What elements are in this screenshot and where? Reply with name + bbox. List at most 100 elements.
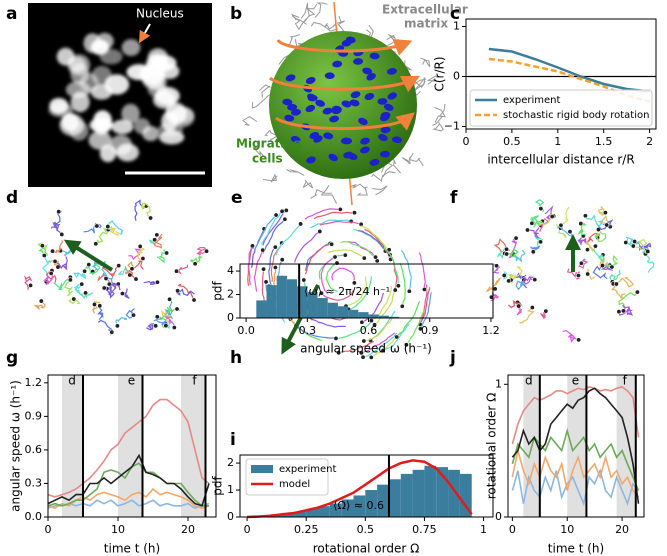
x-tick-label: 0 — [463, 135, 470, 148]
trajectory — [100, 273, 119, 286]
trajectory — [248, 245, 253, 286]
cell-position — [609, 264, 615, 270]
cell-nucleus — [343, 151, 354, 159]
x-axis-label: time t (h) — [548, 542, 604, 556]
nucleus — [171, 106, 195, 128]
trajectory — [37, 242, 48, 251]
matrix-fiber — [259, 84, 271, 98]
cell-position — [153, 323, 159, 329]
trajectory — [295, 325, 335, 339]
histogram-bar — [377, 484, 389, 517]
matrix-fiber — [264, 129, 279, 141]
cell-position — [616, 309, 622, 315]
cell-nucleus — [387, 92, 398, 100]
cell-nucleus — [377, 98, 388, 105]
panel-label: h — [230, 348, 242, 368]
cell-position — [191, 297, 197, 303]
trajectory — [262, 209, 287, 246]
cell-position — [645, 248, 651, 254]
panel-label: j — [449, 348, 456, 368]
cell-position — [174, 306, 180, 312]
cell-position — [332, 254, 338, 260]
cell-position — [152, 237, 158, 243]
panel-label: d — [6, 188, 18, 208]
cell-position — [116, 263, 122, 269]
trajectory — [84, 263, 101, 276]
panel-label: e — [231, 188, 243, 208]
cell-position — [101, 285, 107, 291]
cell-position — [154, 232, 160, 238]
cell-position — [634, 289, 640, 295]
cell-position — [298, 221, 304, 227]
cell-position — [263, 279, 269, 285]
x-tick-label: 0 — [244, 523, 251, 536]
cell-position — [79, 281, 85, 287]
trajectory — [253, 249, 264, 292]
trajectory — [160, 310, 172, 325]
cell-position — [360, 354, 366, 360]
trajectory — [616, 277, 634, 288]
trajectory — [360, 225, 390, 251]
panel-label: b — [230, 4, 242, 24]
nucleus — [147, 48, 169, 67]
nucleus — [56, 47, 75, 66]
y-tick-label: 1 — [495, 377, 502, 390]
x-tick-label: 0.0 — [237, 324, 255, 337]
cell-nucleus — [369, 52, 380, 60]
matrix-fiber — [336, 16, 345, 32]
cell-position — [56, 209, 62, 215]
cell-position — [94, 223, 100, 229]
rotation-arrow — [268, 75, 420, 93]
cell-position — [578, 221, 584, 227]
trajectory — [399, 263, 406, 307]
trajectory — [592, 264, 608, 280]
histogram-bar — [329, 503, 342, 517]
x-tick-label: 0.5 — [357, 523, 375, 536]
series-line — [511, 450, 640, 498]
cell-nucleus — [369, 158, 380, 166]
cell-position — [48, 270, 54, 276]
trajectories — [24, 199, 655, 360]
panel-label: f — [450, 188, 458, 208]
trajectory — [103, 284, 117, 299]
cell-position — [52, 258, 58, 264]
y-axis-label: C(r/R) — [433, 56, 447, 91]
nucleus — [79, 72, 99, 93]
cell-position — [529, 220, 535, 226]
trajectory — [320, 256, 336, 294]
cell-nucleus — [307, 93, 317, 101]
cell-position — [82, 268, 88, 274]
matrix-fiber — [302, 179, 314, 189]
cell-position — [524, 227, 530, 233]
legend-label: experiment — [503, 95, 561, 106]
cell-nucleus — [313, 135, 323, 143]
event-label: d — [525, 374, 533, 388]
matrix-fiber — [426, 75, 438, 85]
nucleus — [99, 49, 123, 65]
trajectory — [73, 283, 84, 296]
histogram-bar — [424, 465, 437, 517]
cell-position — [50, 248, 56, 254]
cell-position — [492, 286, 498, 292]
trajectory — [508, 266, 523, 282]
nucleus — [83, 33, 102, 54]
cells-label: Migrating — [236, 137, 302, 151]
cell-nucleus — [360, 146, 370, 154]
cell-position — [318, 290, 324, 296]
trajectory — [382, 323, 410, 352]
cell-position — [329, 241, 335, 247]
matrix-fiber — [432, 121, 444, 132]
trajectory — [610, 283, 626, 300]
matrix-fiber — [434, 106, 446, 123]
cell-position — [174, 268, 180, 274]
y-tick-label: 0 — [495, 510, 502, 523]
trajectory — [592, 245, 606, 262]
histogram-bar — [459, 473, 472, 517]
cell-nucleus — [315, 99, 326, 107]
nucleus — [61, 112, 80, 132]
matrix-fiber — [320, 185, 338, 204]
matrix-label: Extracellular — [382, 3, 468, 17]
x-tick-label: 10 — [111, 523, 125, 536]
trajectory — [153, 314, 168, 325]
